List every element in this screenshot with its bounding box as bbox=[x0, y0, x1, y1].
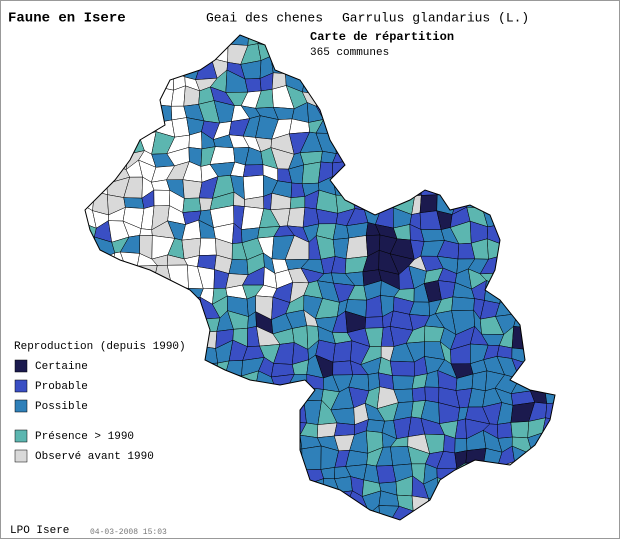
commune bbox=[451, 296, 475, 311]
legend-swatch bbox=[14, 399, 28, 413]
map-title: Carte de répartition bbox=[310, 30, 454, 44]
commune bbox=[182, 197, 202, 213]
commune bbox=[345, 235, 368, 260]
date: 04-03-2008 15:03 bbox=[90, 528, 167, 537]
commune bbox=[153, 189, 171, 207]
commune bbox=[497, 422, 513, 439]
commune bbox=[424, 386, 440, 403]
commune bbox=[510, 421, 530, 439]
commune bbox=[420, 229, 445, 242]
commune bbox=[390, 505, 414, 520]
communes-count: 365 communes bbox=[310, 47, 389, 59]
species-fr: Geai des chenes bbox=[206, 10, 323, 25]
commune bbox=[333, 422, 355, 437]
legend-label: Certaine bbox=[35, 361, 88, 373]
commune bbox=[389, 360, 415, 377]
commune bbox=[242, 174, 264, 200]
legend-title: Reproduction (depuis 1990) bbox=[14, 341, 186, 353]
legend-label: Probable bbox=[35, 381, 88, 393]
commune bbox=[392, 375, 415, 390]
source: LPO Isere bbox=[10, 525, 69, 537]
commune bbox=[289, 196, 306, 209]
commune bbox=[364, 316, 384, 329]
legend-label: Présence > 1990 bbox=[35, 431, 134, 443]
commune bbox=[320, 467, 336, 480]
commune bbox=[471, 370, 488, 392]
commune bbox=[182, 179, 203, 199]
commune bbox=[123, 197, 145, 209]
app-title: Faune en Isere bbox=[8, 11, 126, 27]
commune bbox=[199, 237, 217, 256]
legend-swatch bbox=[14, 359, 28, 373]
commune bbox=[365, 419, 385, 433]
legend-swatch bbox=[14, 379, 28, 393]
commune bbox=[332, 360, 354, 376]
species-latin: Garrulus glandarius (L.) bbox=[342, 10, 529, 25]
commune bbox=[317, 422, 338, 438]
legend-label: Possible bbox=[35, 401, 88, 413]
commune bbox=[411, 386, 426, 402]
commune bbox=[345, 449, 369, 467]
legend: Certaine Probable Possible Présence > 1990 O… bbox=[14, 359, 154, 463]
commune bbox=[139, 228, 153, 236]
legend-swatch bbox=[14, 449, 28, 463]
legend-swatch bbox=[14, 429, 28, 443]
commune bbox=[443, 434, 456, 454]
commune bbox=[242, 164, 264, 178]
commune bbox=[419, 194, 438, 214]
commune bbox=[332, 340, 353, 363]
commune bbox=[287, 207, 306, 228]
commune bbox=[301, 161, 322, 184]
department-outline bbox=[84, 34, 556, 521]
commune bbox=[244, 78, 262, 93]
commune bbox=[171, 117, 190, 138]
commune bbox=[228, 259, 249, 276]
legend-label: Observé avant 1990 bbox=[35, 451, 154, 463]
